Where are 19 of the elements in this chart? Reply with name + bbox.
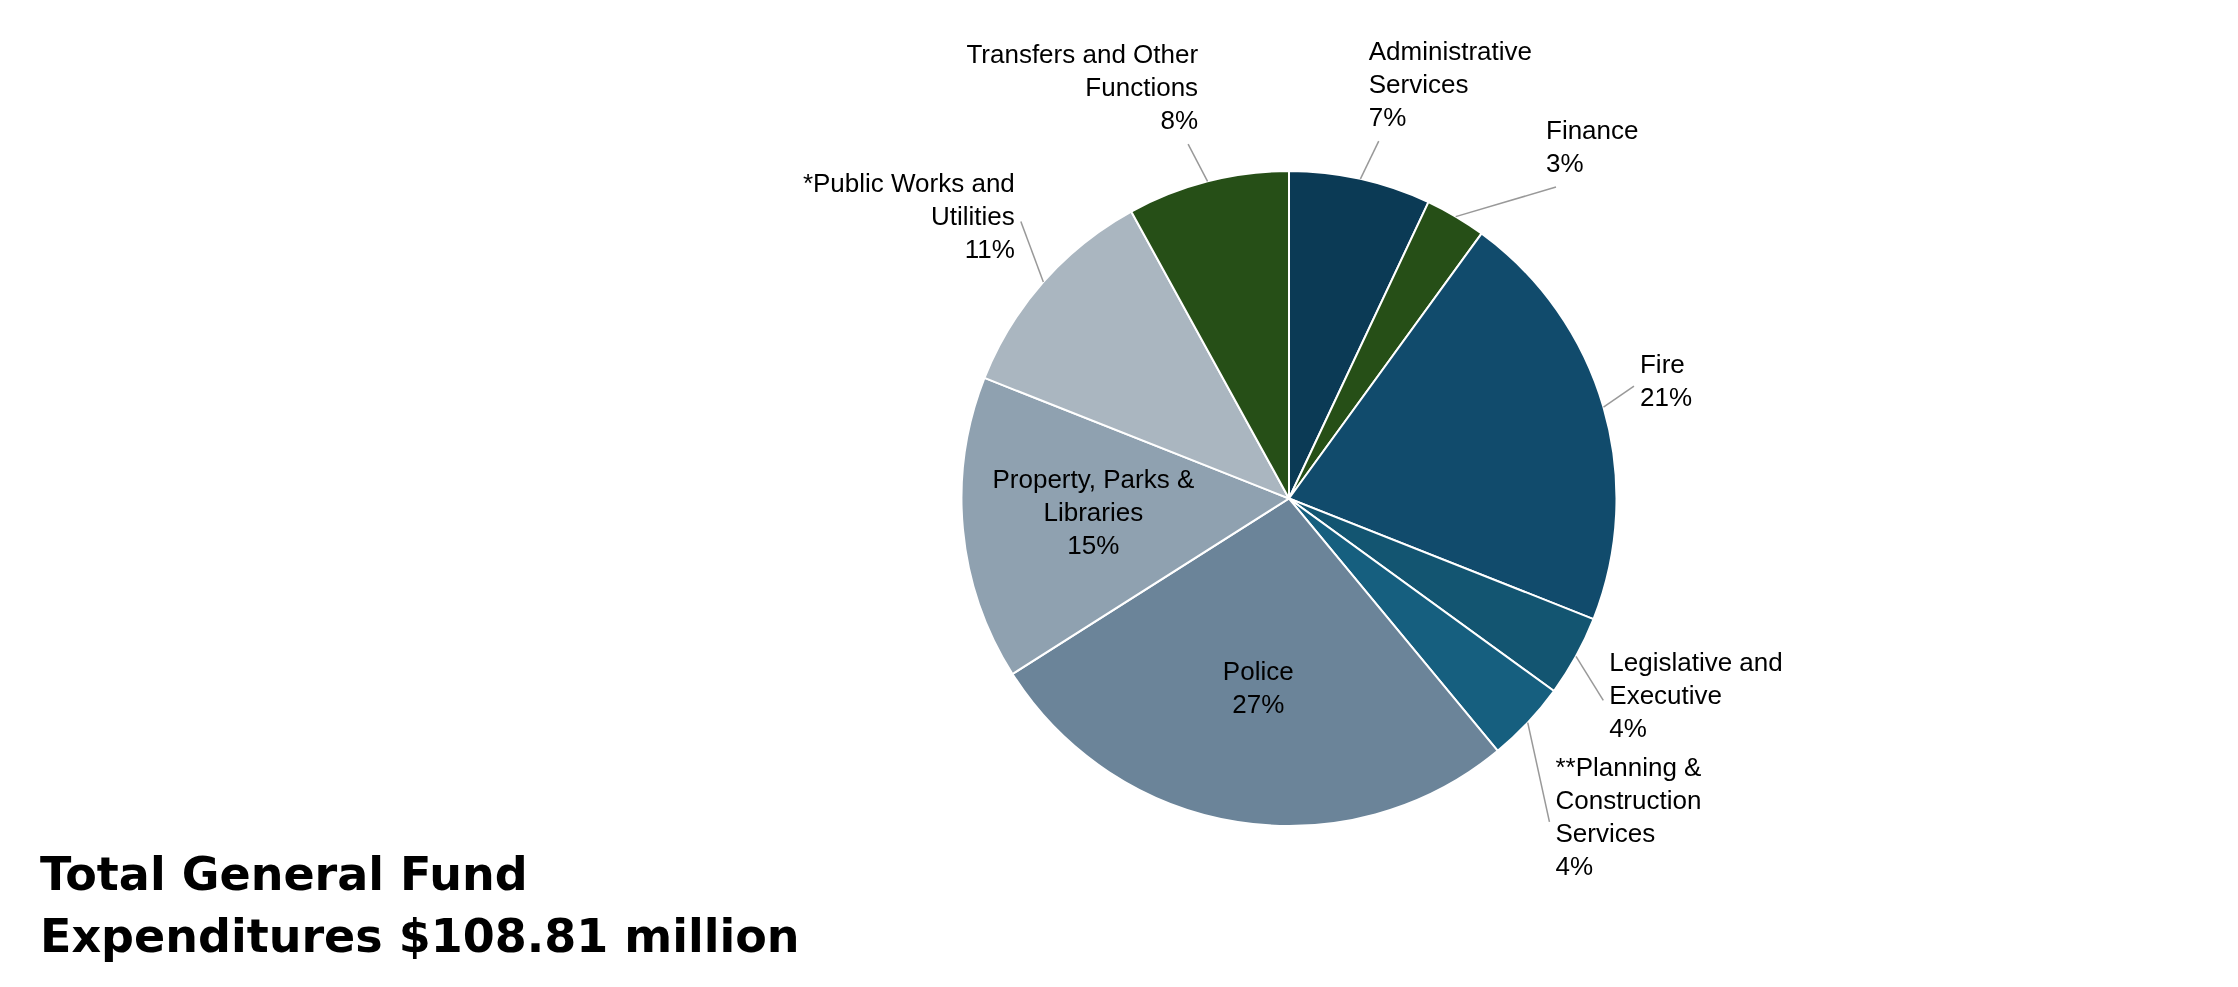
data-label: 8% [1160,105,1199,136]
data-label: 11% [964,234,1015,265]
slice-label: Property, Parks & Libraries [992,463,1195,527]
slice-label: Administrative Services [1368,36,1533,100]
slice-label: Police [1222,655,1294,686]
slice-label: Fire [1639,349,1685,380]
data-label: 7% [1368,102,1407,133]
slice-label: Legislative and Executive [1609,647,1783,711]
data-label: 3% [1546,148,1584,179]
data-label: 4% [1609,713,1647,744]
data-label: 21% [1639,382,1693,413]
text: Total General Fund Expenditures $108.81 million [40,846,800,965]
data-label: 27% [1232,688,1285,719]
slice-label: Finance [1546,115,1639,146]
data-label: 4% [1555,851,1594,882]
slice-label: Transfers and Other Functions [966,39,1199,103]
data-label: 15% [1067,529,1120,560]
slice-label: *Public Works and Utilities [802,168,1015,232]
slice-label: **Planning & Construction Services [1555,752,1702,849]
